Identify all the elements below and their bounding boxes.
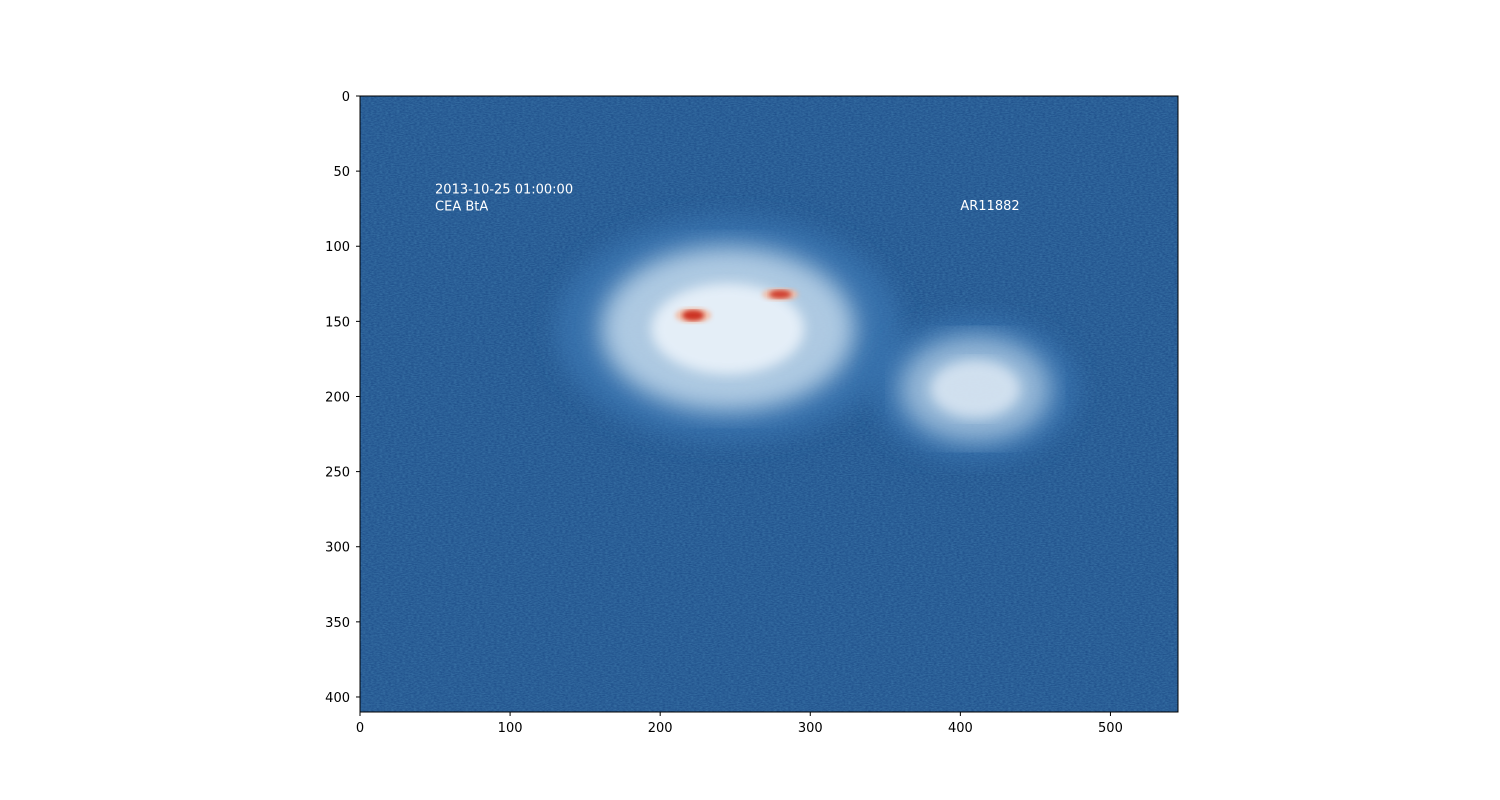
annotations: 2013-10-25 01:00:00 CEA BtA AR11882 bbox=[435, 183, 1020, 215]
y-axis: 0 50 100 150 200 250 300 350 400 bbox=[325, 90, 360, 706]
feature-main-region bbox=[555, 217, 900, 441]
y-tick-label: 300 bbox=[325, 541, 350, 556]
y-tick-label: 200 bbox=[325, 390, 350, 405]
x-axis: 0 100 200 300 400 500 bbox=[356, 712, 1123, 736]
annotation-1: 2013-10-25 01:00:00 CEA BtA bbox=[435, 183, 573, 215]
x-tick-label: 100 bbox=[498, 721, 523, 736]
y-tick-label: 400 bbox=[325, 691, 350, 706]
x-tick-label: 200 bbox=[648, 721, 673, 736]
annotation-line: CEA BtA bbox=[435, 200, 488, 215]
y-tick-label: 50 bbox=[333, 165, 350, 180]
x-tick-label: 0 bbox=[356, 721, 364, 736]
y-tick-label: 350 bbox=[325, 616, 350, 631]
x-tick-label: 500 bbox=[1098, 721, 1123, 736]
x-tick-label: 400 bbox=[948, 721, 973, 736]
axes-frame bbox=[359, 95, 1179, 713]
y-tick-label: 250 bbox=[325, 466, 350, 481]
annotation-line: AR11882 bbox=[960, 199, 1019, 214]
x-tick-label: 300 bbox=[798, 721, 823, 736]
heatmap-image bbox=[360, 96, 1178, 712]
annotation-line: 2013-10-25 01:00:00 bbox=[435, 183, 573, 198]
y-tick-label: 150 bbox=[325, 315, 350, 330]
annotation-2: AR11882 bbox=[960, 199, 1019, 214]
feature-hot-spot-2 bbox=[762, 288, 799, 301]
feature-secondary-region bbox=[874, 317, 1077, 460]
y-tick-label: 100 bbox=[325, 240, 350, 255]
feature-hot-spot-1 bbox=[675, 307, 712, 323]
y-tick-label: 0 bbox=[342, 90, 350, 105]
